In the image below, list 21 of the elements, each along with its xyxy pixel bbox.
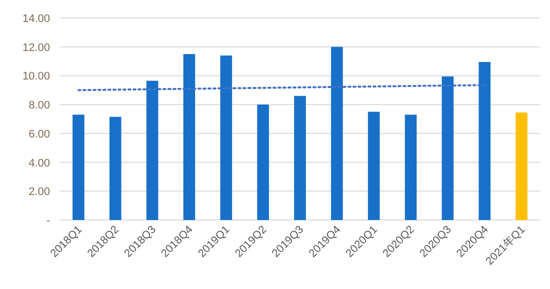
bar: [404, 114, 417, 220]
y-tick-label: 8.00: [28, 100, 50, 112]
bar: [516, 112, 528, 220]
bar: [109, 116, 122, 220]
bar: [146, 80, 158, 220]
bar: [442, 76, 454, 220]
bar: [257, 104, 269, 220]
bar: [220, 56, 232, 220]
bar: [331, 46, 343, 220]
bar: [72, 114, 84, 220]
bar: [183, 54, 196, 220]
bar: [294, 96, 306, 220]
bar: [368, 112, 380, 220]
y-tick-label: 2.00: [28, 186, 50, 198]
y-tick-label: -: [46, 215, 50, 227]
y-tick-label: 12.00: [22, 42, 50, 54]
y-tick-label: 10.00: [22, 70, 50, 83]
y-tick-label: 14.00: [22, 13, 50, 25]
y-tick-label: 6.00: [28, 128, 50, 140]
y-tick-label: 4.00: [28, 157, 50, 170]
bar: [478, 62, 491, 220]
